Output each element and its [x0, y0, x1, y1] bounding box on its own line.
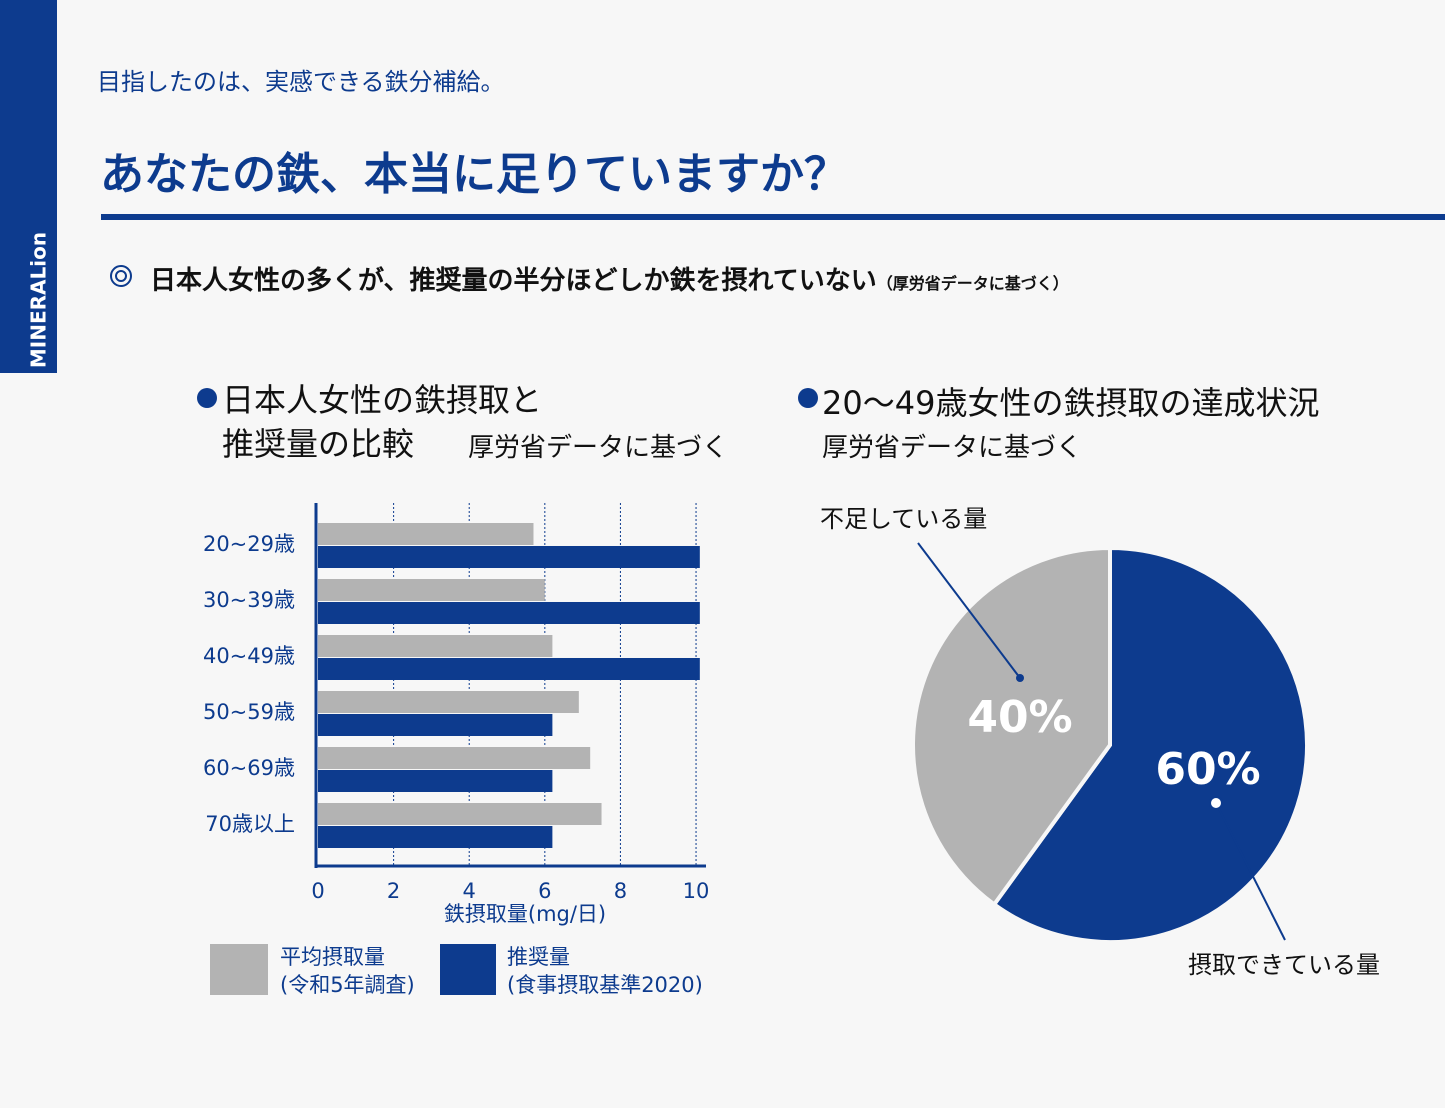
sidebar: [0, 0, 57, 373]
y-tick-label: 30~39歳: [203, 588, 295, 612]
legend-label: 平均摂取量 (令和5年調査): [280, 945, 415, 997]
point: 日本人女性の多くが、推奨量の半分ほどしか鉄を摂れていない（厚労省データに基づく）: [150, 260, 1069, 297]
leader-line: [1215, 802, 1286, 941]
y-tick-label: 60~69歳: [203, 756, 295, 780]
chart-subtitle: 厚労省データに基づく: [468, 433, 729, 463]
legend-label: 推奨量 (食事摂取基準2020): [507, 945, 703, 997]
y-tick-label: 50~59歳: [203, 700, 295, 724]
x-tick-label: 6: [538, 879, 551, 903]
chart-title: 20〜49歳女性の鉄摂取の達成状況: [822, 384, 1320, 422]
y-tick-label: 40~49歳: [203, 644, 295, 668]
bar: [318, 658, 700, 680]
bar: [318, 546, 700, 568]
pie-slice: [991, 545, 1309, 944]
slice-label: 摂取できている量: [1188, 951, 1380, 979]
slice-label: 不足している量: [820, 505, 987, 533]
leader-dot: [1016, 674, 1024, 682]
logo: MINERALion: [27, 232, 51, 368]
value-label: 40%: [967, 692, 1072, 743]
bullet: [798, 388, 818, 408]
value-label: 60%: [1155, 744, 1260, 795]
x-tick-label: 4: [463, 879, 476, 903]
divider: [101, 214, 1445, 220]
bar: [318, 747, 591, 769]
x-tick-label: 2: [387, 879, 400, 903]
bar: [318, 602, 700, 624]
icon: [115, 270, 127, 282]
bar: [318, 635, 553, 657]
y-tick-label: 70歳以上: [205, 812, 295, 836]
leader-dot: [1209, 796, 1223, 810]
headline: あなたの鉄、本当に足りていますか？: [100, 149, 848, 200]
leader-line: [917, 542, 1021, 679]
chart-subtitle: 厚労省データに基づく: [822, 433, 1083, 463]
bar: [318, 803, 602, 825]
x-tick-label: 10: [683, 879, 710, 903]
bar: [318, 691, 579, 713]
bar: [318, 770, 553, 792]
x-axis-label: 鉄摂取量(mg/日): [444, 902, 606, 926]
point-note: （厚労省データに基づく）: [876, 274, 1069, 293]
y-tick-label: 20~29歳: [203, 532, 295, 556]
pie-slice: [911, 545, 1112, 908]
bar: [318, 579, 545, 601]
point-text: 日本人女性の多くが、推奨量の半分ほどしか鉄を摂れていない: [150, 266, 877, 296]
icon: [110, 265, 132, 287]
x-tick-label: 0: [311, 879, 324, 903]
chart-title: 日本人女性の鉄摂取と 推奨量の比較: [222, 381, 543, 463]
bar: [318, 523, 534, 545]
legend-swatch: [440, 944, 496, 995]
bullet: [197, 388, 217, 408]
bar: [318, 826, 553, 848]
legend-swatch: [210, 944, 268, 995]
tagline: 目指したのは、実感できる鉄分補給。: [97, 68, 505, 96]
x-tick-label: 8: [614, 879, 627, 903]
bar: [318, 714, 553, 736]
